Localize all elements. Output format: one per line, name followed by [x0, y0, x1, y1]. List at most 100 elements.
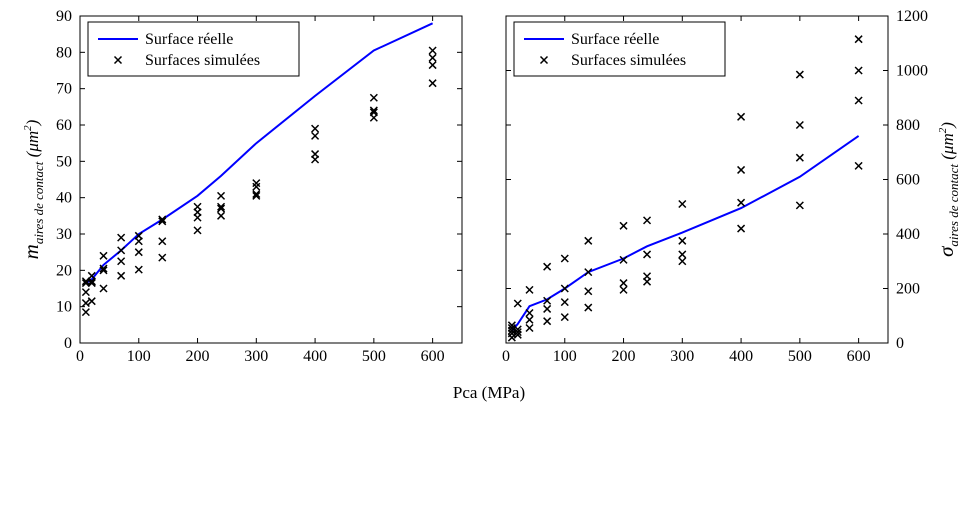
- legend-box: [513, 21, 726, 77]
- data-point-marker: [117, 257, 126, 266]
- data-point-marker: [99, 284, 108, 293]
- data-point-marker: [619, 255, 628, 264]
- data-point-marker: [643, 216, 652, 225]
- x-tick-label: 400: [729, 348, 753, 365]
- data-point-marker: [311, 124, 320, 133]
- data-point-marker: [428, 46, 437, 55]
- data-point-marker: [87, 277, 96, 286]
- data-point-marker: [543, 317, 552, 326]
- x-tick-label: 200: [186, 348, 210, 365]
- data-point-marker: [428, 61, 437, 70]
- data-point-marker: [560, 298, 569, 307]
- x-tick-label: 500: [788, 348, 812, 365]
- data-point-marker: [134, 231, 143, 240]
- y-tick-label: 10: [56, 299, 72, 316]
- y-tick-label: 30: [56, 226, 72, 243]
- x-tick-label: 400: [303, 348, 327, 365]
- data-point-marker: [619, 221, 628, 230]
- data-point-marker: [193, 226, 202, 235]
- data-point-marker: [99, 264, 108, 273]
- data-point-marker: [217, 204, 226, 213]
- x-tick-label: 600: [421, 348, 445, 365]
- data-point-marker: [737, 198, 746, 207]
- data-point-marker: [117, 271, 126, 280]
- data-point-marker: [99, 266, 108, 275]
- data-point-marker: [795, 120, 804, 130]
- legend-marker-swatch: [113, 55, 123, 65]
- data-point-marker: [158, 215, 167, 224]
- data-point-marker: [560, 284, 569, 293]
- y-tick-label: 200: [896, 281, 920, 298]
- plot-frame: [79, 15, 463, 344]
- data-point-marker: [513, 328, 522, 337]
- data-point-marker: [252, 191, 261, 200]
- y-tick-label: 60: [56, 117, 72, 134]
- data-point-marker: [525, 285, 534, 294]
- legend-label: Surface réelle: [571, 31, 659, 48]
- y-tick-label: 70: [56, 81, 72, 98]
- data-point-marker: [252, 182, 261, 191]
- x-tick-label: 300: [670, 348, 694, 365]
- y-tick-label: 0: [64, 335, 72, 352]
- data-point-marker: [81, 308, 90, 317]
- data-point-marker: [737, 112, 746, 121]
- data-point-marker: [369, 106, 378, 115]
- y-tick-label: 90: [56, 8, 72, 25]
- data-point-marker: [619, 279, 628, 288]
- data-point-marker: [158, 217, 167, 226]
- data-point-marker: [134, 248, 143, 257]
- data-point-marker: [513, 325, 522, 334]
- y-tick-label: 40: [56, 190, 72, 207]
- data-point-marker: [643, 250, 652, 259]
- data-point-marker: [854, 66, 863, 75]
- data-point-marker: [795, 153, 804, 162]
- data-point-marker: [81, 288, 90, 297]
- data-point-marker: [369, 93, 378, 102]
- data-point-marker: [795, 201, 804, 210]
- y-tick-label: 80: [56, 44, 72, 61]
- data-point-marker: [678, 236, 687, 245]
- data-point-marker: [87, 271, 96, 280]
- y-tick-label: 50: [56, 153, 72, 170]
- data-point-marker: [525, 315, 534, 324]
- data-point-marker: [678, 199, 687, 209]
- data-point-marker: [507, 321, 516, 330]
- data-point-marker: [795, 70, 804, 79]
- data-point-marker: [81, 299, 90, 308]
- data-point-marker: [217, 191, 226, 200]
- data-point-marker: [678, 250, 687, 259]
- y-tick-label: 0: [896, 335, 904, 352]
- data-point-marker: [584, 287, 593, 296]
- series-line-surface-reelle: [511, 135, 860, 332]
- data-point-marker: [678, 257, 687, 266]
- data-point-marker: [584, 303, 593, 312]
- legend-box: [87, 21, 300, 77]
- data-point-marker: [543, 262, 552, 271]
- x-tick-label: 100: [553, 348, 577, 365]
- data-point-marker: [428, 79, 437, 88]
- data-point-marker: [369, 108, 378, 117]
- data-point-marker: [560, 254, 569, 263]
- data-point-marker: [543, 296, 552, 305]
- data-point-marker: [525, 323, 534, 333]
- data-point-marker: [158, 253, 167, 262]
- legend-marker-swatch: [539, 55, 549, 65]
- left-chart-panel: 0 100 200 300 400 500 600 0 10 20 30 40 50 60 70 80 90 Su…: [19, 8, 463, 365]
- data-point-marker: [737, 165, 746, 174]
- data-point-marker: [560, 313, 569, 322]
- data-point-marker: [311, 131, 320, 140]
- legend-label: Surfaces simulées: [571, 52, 686, 69]
- y-tick-label: 400: [896, 226, 920, 243]
- data-point-marker: [252, 190, 261, 199]
- data-point-marker: [311, 150, 320, 159]
- y-tick-label: 1200: [896, 8, 928, 25]
- data-point-marker: [117, 233, 126, 242]
- x-tick-label: 0: [76, 348, 84, 365]
- x-tick-label: 0: [502, 348, 510, 365]
- data-point-marker: [117, 246, 126, 255]
- y-tick-label: 600: [896, 172, 920, 189]
- x-tick-label: 300: [244, 348, 268, 365]
- data-point-marker: [217, 202, 226, 211]
- legend-label: Surface réelle: [145, 31, 233, 48]
